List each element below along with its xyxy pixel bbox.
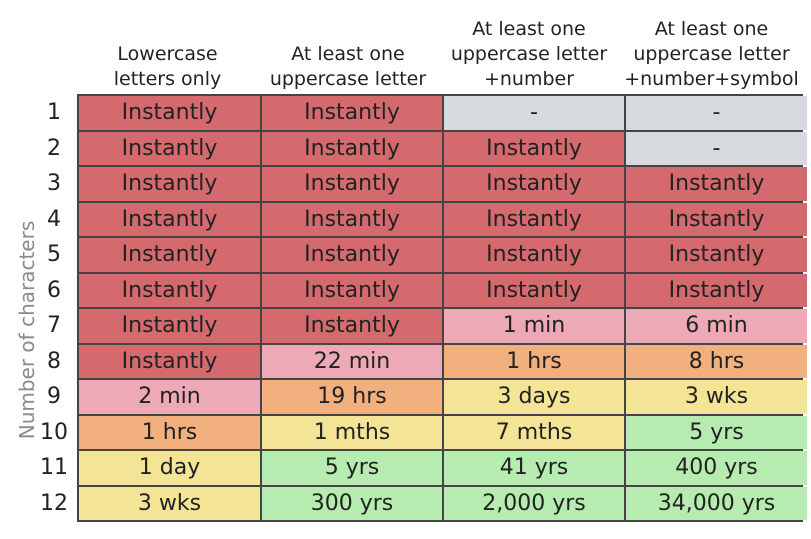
table-cell: Instantly xyxy=(79,273,260,307)
table-cell: Instantly xyxy=(444,273,624,307)
table-cell: 7 mths xyxy=(444,415,624,449)
row-label: 11 xyxy=(40,455,68,480)
table-cell: 1 hrs xyxy=(444,344,624,378)
table-cell: Instantly xyxy=(262,202,442,236)
table-cell: 1 mths xyxy=(262,415,442,449)
table-cell: 3 wks xyxy=(626,380,807,414)
table-cell: 400 yrs xyxy=(626,451,807,485)
table-cell: 8 hrs xyxy=(626,344,807,378)
table-cell: Instantly xyxy=(262,167,442,201)
column-header-uppercase-number-symbol: At least one uppercase letter +number+sy… xyxy=(624,18,799,90)
table-cell: Instantly xyxy=(262,273,442,307)
table-cell: Instantly xyxy=(79,309,260,343)
table-cell: Instantly xyxy=(444,202,624,236)
table-cell: 300 yrs xyxy=(262,486,442,520)
table-cell: 34,000 yrs xyxy=(626,486,807,520)
table-cell: 2,000 yrs xyxy=(444,486,624,520)
table-cell: Instantly xyxy=(626,273,807,307)
table-cell: 19 hrs xyxy=(262,380,442,414)
table-cell: Instantly xyxy=(626,202,807,236)
table-cell: Instantly xyxy=(626,167,807,201)
table-cell: Instantly xyxy=(262,238,442,272)
table-cell: 6 min xyxy=(626,309,807,343)
table-cell: Instantly xyxy=(444,238,624,272)
table-cell: 1 day xyxy=(79,451,260,485)
row-label: 5 xyxy=(47,242,61,267)
row-label: 12 xyxy=(40,490,68,516)
row-label: 1 xyxy=(47,100,61,125)
row-label: 6 xyxy=(47,277,61,303)
table-cell: 2 min xyxy=(79,380,260,414)
row-label: 7 xyxy=(47,313,61,338)
table-cell: 41 yrs xyxy=(444,451,624,485)
table-cell: Instantly xyxy=(626,238,807,272)
table-cell: 22 min xyxy=(262,344,442,378)
table-cell: Instantly xyxy=(262,131,442,165)
table-cell: 5 yrs xyxy=(262,451,442,485)
table-cell: Instantly xyxy=(79,344,260,378)
table-cell: - xyxy=(626,96,807,130)
table-cell: 1 hrs xyxy=(79,415,260,449)
column-header-uppercase-number: At least one uppercase letter +number xyxy=(450,18,608,90)
table-cell: Instantly xyxy=(444,131,624,165)
column-header-uppercase: At least one uppercase letter xyxy=(269,43,427,90)
table-cell: 3 wks xyxy=(79,486,260,520)
table-cell: 1 min xyxy=(444,309,624,343)
row-label: 4 xyxy=(47,206,61,232)
table-cell: 5 yrs xyxy=(626,415,807,449)
table-cell: 3 days xyxy=(444,380,624,414)
table-cell: Instantly xyxy=(444,167,624,201)
table-cell: Instantly xyxy=(79,202,260,236)
crack-time-table: Instantly Instantly - - Instantly Instantly In… xyxy=(77,94,807,522)
table-cell: Instantly xyxy=(262,96,442,130)
row-label: 8 xyxy=(47,348,61,374)
row-label: 3 xyxy=(47,171,61,196)
table-cell: Instantly xyxy=(79,131,260,165)
table-cell: - xyxy=(444,96,624,130)
row-label: 10 xyxy=(40,419,68,445)
row-label: 2 xyxy=(47,135,61,161)
table-cell: Instantly xyxy=(262,309,442,343)
row-label: 9 xyxy=(47,384,61,409)
table-cell: Instantly xyxy=(79,167,260,201)
column-header-lowercase: Lowercase letters only xyxy=(113,43,222,90)
table-cell: - xyxy=(626,131,807,165)
table-cell: Instantly xyxy=(79,96,260,130)
table-cell: Instantly xyxy=(79,238,260,272)
